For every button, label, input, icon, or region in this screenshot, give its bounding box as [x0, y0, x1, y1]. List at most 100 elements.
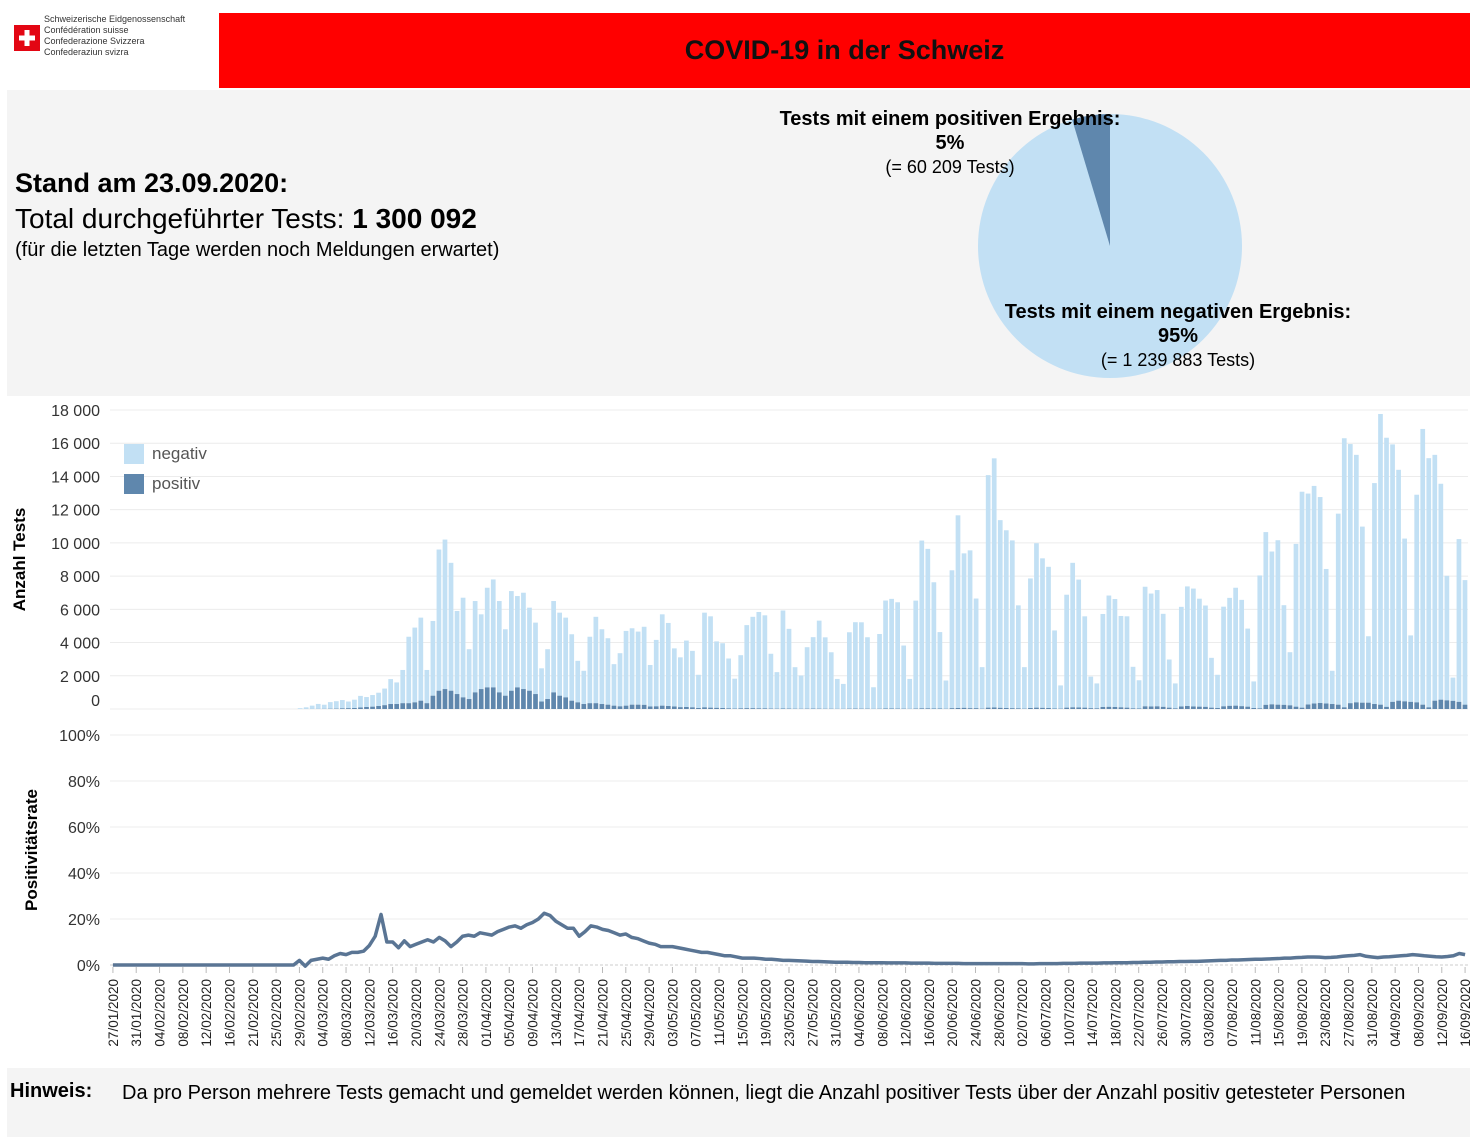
bar-negativ — [1293, 543, 1299, 707]
x-tick-label: 01/04/2020 — [479, 979, 494, 1047]
bar-negativ — [1275, 540, 1281, 705]
bar-positiv — [358, 707, 363, 709]
bar-positiv — [1094, 708, 1100, 709]
y-tick-label: 80% — [68, 774, 100, 791]
bar-negativ — [1311, 485, 1317, 704]
bar-negativ — [756, 611, 762, 709]
bar-negativ — [1233, 587, 1238, 706]
x-tick-label: 04/09/2020 — [1388, 979, 1403, 1047]
bar-negativ — [448, 562, 454, 691]
x-tick-label: 17/04/2020 — [572, 979, 587, 1047]
bar-negativ — [653, 639, 659, 707]
bar-negativ — [840, 683, 846, 709]
pie-positive-title: Tests mit einem positiven Ergebnis: — [779, 108, 1121, 130]
x-tick-label: 07/08/2020 — [1225, 979, 1240, 1047]
bar-negativ — [1040, 558, 1045, 708]
bar-positiv — [726, 708, 731, 709]
bar-positiv — [551, 692, 556, 709]
bar-negativ — [1402, 538, 1407, 702]
bar-negativ — [1028, 578, 1033, 709]
bar-positiv — [1287, 705, 1293, 709]
bar-negativ — [1227, 597, 1232, 706]
bar-negativ — [1335, 513, 1341, 705]
bar-positiv — [364, 707, 369, 709]
bar-positiv — [1263, 704, 1269, 709]
bar-positiv — [611, 705, 617, 709]
x-tick-label: 05/04/2020 — [502, 979, 517, 1047]
bar-positiv — [1028, 708, 1033, 709]
x-tick-label: 15/05/2020 — [735, 979, 750, 1047]
pie-positive-count: (= 60 209 Tests) — [885, 157, 1015, 177]
bar-negativ — [1130, 666, 1136, 709]
x-tick-label: 04/03/2020 — [316, 979, 331, 1047]
bar-negativ — [521, 592, 526, 690]
positivity-line-chart: 0% 20% 40% 60% 80% 100% Positivitätsrate 27/01/… — [7, 722, 1470, 1068]
bar-positiv — [569, 700, 575, 709]
bar-negativ — [1360, 526, 1365, 703]
legend-swatch-positiv — [124, 474, 144, 494]
pie-label-negative: Tests mit einem negativen Ergebnis: 95% … — [928, 300, 1428, 372]
pie-slice-positive — [1072, 114, 1110, 246]
legend-label-negativ: negativ — [152, 444, 207, 463]
bar-positiv — [346, 708, 351, 709]
bar-positiv — [581, 704, 587, 709]
x-tick-label: 28/03/2020 — [456, 979, 471, 1047]
bar-negativ — [985, 475, 991, 708]
bar-negativ — [400, 669, 406, 704]
bar-positiv — [1040, 707, 1045, 709]
bar-positiv — [919, 708, 925, 709]
bar-positiv — [593, 703, 599, 709]
bar-negativ — [641, 626, 647, 705]
bar-negativ — [822, 637, 828, 709]
bar-negativ — [979, 667, 985, 709]
bar-negativ — [816, 620, 822, 709]
bar-positiv — [684, 707, 689, 709]
bar-positiv — [1160, 706, 1166, 709]
bar-negativ — [901, 645, 907, 709]
bar-positiv — [1462, 704, 1468, 709]
x-tick-label: 20/06/2020 — [945, 979, 960, 1047]
bar-positiv — [1239, 706, 1245, 709]
bar-negativ — [859, 622, 864, 709]
bar-positiv — [436, 690, 442, 709]
x-tick-label: 19/08/2020 — [1295, 979, 1310, 1047]
bar-positiv — [1148, 706, 1154, 709]
bar-negativ — [1058, 685, 1063, 709]
bar-positiv — [690, 707, 695, 709]
bar-negativ — [1281, 605, 1287, 705]
bar-negativ — [557, 612, 563, 696]
bar-negativ — [1046, 566, 1051, 709]
bar-negativ — [1094, 683, 1100, 709]
bar-positiv — [1130, 708, 1136, 709]
bar-negativ — [931, 582, 937, 709]
bar-negativ — [430, 620, 436, 696]
bar-positiv — [412, 702, 418, 709]
y-tick-label: 14 000 — [51, 469, 100, 486]
bar-positiv — [1450, 700, 1456, 709]
bar-negativ — [744, 625, 750, 709]
bar-negativ — [593, 616, 599, 704]
bar-negativ — [1245, 628, 1251, 707]
bar-negativ — [828, 652, 834, 709]
bar-negativ — [1142, 586, 1148, 707]
bar-positiv — [925, 708, 931, 709]
bar-negativ — [1082, 616, 1088, 708]
x-tick-label: 25/04/2020 — [619, 979, 634, 1047]
bar-negativ — [1432, 454, 1438, 701]
bar-negativ — [1215, 674, 1220, 709]
bar-positiv — [659, 705, 665, 709]
bar-negativ — [394, 682, 400, 705]
bar-positiv — [1233, 705, 1238, 709]
bar-negativ — [937, 632, 943, 709]
bar-negativ — [1353, 454, 1359, 703]
y-tick-label: 60% — [68, 820, 100, 837]
bar-negativ — [1450, 677, 1456, 701]
pie-positive-pct: 5% — [935, 132, 965, 154]
bar-negativ — [907, 678, 913, 709]
bar-negativ — [702, 612, 707, 708]
bar-positiv — [1378, 704, 1383, 709]
logo-line: Confederaziun svizra — [44, 47, 129, 57]
bar-negativ — [949, 570, 955, 709]
bar-positiv — [1293, 706, 1299, 709]
bar-negativ — [1329, 670, 1335, 705]
